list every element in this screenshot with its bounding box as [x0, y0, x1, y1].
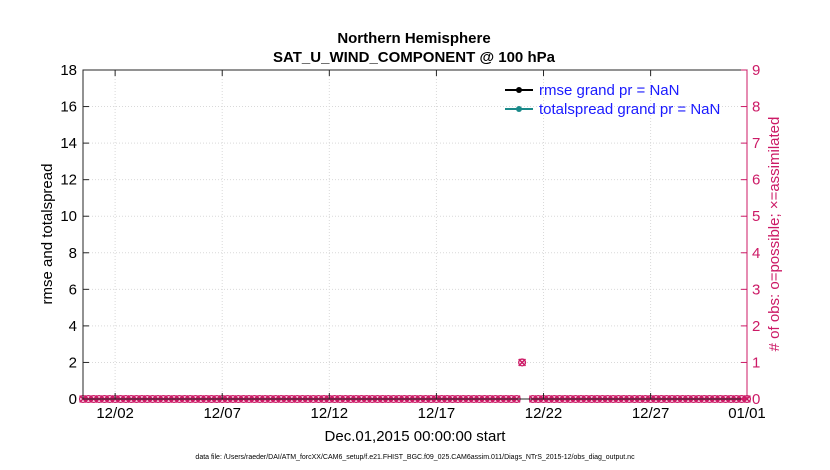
x-tick-label: 12/17 — [418, 405, 456, 422]
legend-label-rmse: rmse grand pr = NaN — [539, 82, 679, 99]
y-left-tick-label: 18 — [60, 62, 77, 79]
y-right-tick-label: 1 — [752, 354, 760, 371]
y-axis-right-label: # of obs: o=possible; ×=assimilated — [766, 117, 783, 352]
legend: rmse grand pr = NaN totalspread grand pr… — [505, 82, 720, 118]
y-right-tick-label: 9 — [752, 62, 760, 79]
y-right-tick-label: 2 — [752, 318, 760, 335]
x-tick-label: 12/27 — [632, 405, 670, 422]
footnote: data file: /Users/raeder/DAI/ATM_forcXX/… — [195, 454, 635, 461]
obs-assimilated-marker — [518, 358, 527, 367]
y-left-tick-label: 2 — [69, 354, 77, 371]
legend-marker-totalspread — [516, 106, 522, 112]
obs-possible-marker — [518, 358, 527, 367]
y-left-tick-label: 8 — [69, 245, 77, 262]
y-right-tick-label: 0 — [752, 391, 760, 408]
x-tick-label: 12/02 — [96, 405, 134, 422]
x-tick-label: 01/01 — [728, 405, 766, 422]
x-tick-label: 12/07 — [203, 405, 241, 422]
y-right-tick-label: 4 — [752, 245, 760, 262]
x-tick-label: 12/22 — [525, 405, 563, 422]
y-left-tick-label: 6 — [69, 281, 77, 298]
y-left-tick-label: 14 — [60, 135, 77, 152]
y-right-tick-label: 6 — [752, 172, 760, 189]
chart-subtitle: SAT_U_WIND_COMPONENT @ 100 hPa — [273, 49, 556, 66]
y-left-tick-label: 10 — [60, 208, 77, 225]
grid — [83, 70, 748, 399]
y-left-tick-label: 16 — [60, 99, 77, 116]
y-right-tick-label: 7 — [752, 135, 760, 152]
obs-marks — [78, 358, 752, 404]
y-left-tick-label: 0 — [69, 391, 77, 408]
y-left-tick-label: 4 — [69, 318, 77, 335]
y-right-tick-label: 8 — [752, 99, 760, 116]
y-right-tick-label: 3 — [752, 281, 760, 298]
y-left-tick-label: 12 — [60, 172, 77, 189]
legend-label-totalspread: totalspread grand pr = NaN — [539, 101, 720, 118]
plot-frame — [82, 69, 748, 400]
y-axis-left-label: rmse and totalspread — [39, 164, 56, 305]
y-right-tick-label: 5 — [752, 208, 760, 225]
chart-title: Northern Hemisphere — [337, 30, 490, 47]
x-tick-label: 12/12 — [311, 405, 349, 422]
ticks: 12/02 12/07 12/12 12/17 12/22 12/27 01/0102468… — [60, 62, 765, 422]
x-axis-label: Dec.01,2015 00:00:00 start — [325, 428, 507, 445]
legend-marker-rmse — [516, 87, 522, 93]
